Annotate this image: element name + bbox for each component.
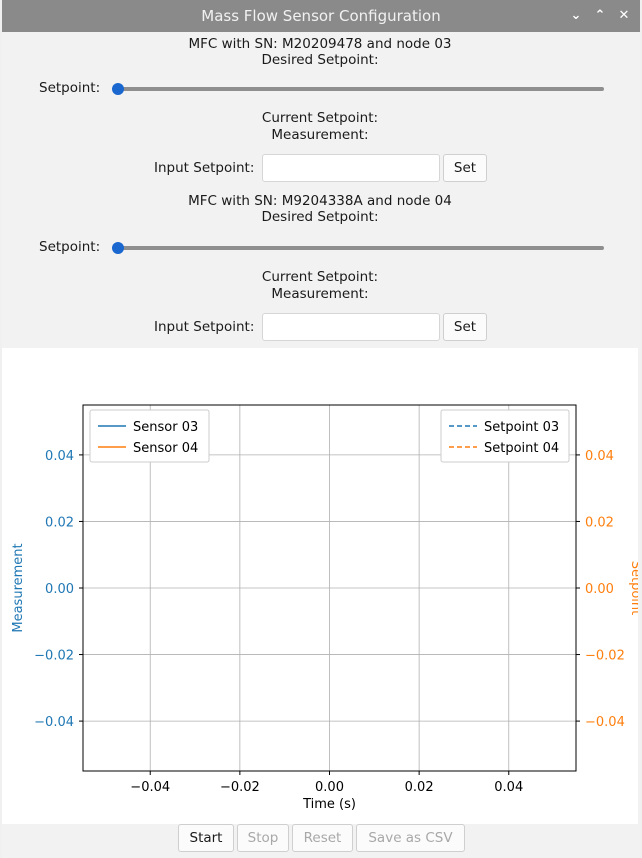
save-csv-button[interactable]: Save as CSV [356, 824, 465, 852]
y-left-tick-label: 0.02 [45, 515, 74, 530]
reset-button[interactable]: Reset [292, 824, 353, 852]
y-right-tick-label: −0.02 [585, 649, 625, 664]
set-button[interactable]: Set [443, 313, 487, 341]
y-right-tick-label: 0.00 [585, 582, 614, 597]
mfc-panel: MFC with SN: M20209478 and node 03 Desir… [2, 32, 638, 348]
slider-label: Setpoint: [39, 239, 101, 255]
window-title: Mass Flow Sensor Configuration [201, 7, 441, 25]
y-right-tick-label: 0.02 [585, 515, 614, 530]
slider-label: Setpoint: [39, 80, 101, 96]
stop-button[interactable]: Stop [237, 824, 289, 852]
minimize-chevron-down-icon[interactable]: ⌄ [570, 8, 582, 23]
x-axis-label: Time (s) [302, 797, 356, 812]
desired-setpoint-label: Desired Setpoint: [261, 209, 379, 225]
chart: −0.04 −0.02 0.00 0.02 0.04 0.04 0.02 0.00 −0.02 −… [11, 404, 642, 812]
y-left-tick-label: 0.00 [45, 582, 74, 597]
start-button[interactable]: Start [178, 824, 234, 852]
setpoint-slider-handle[interactable] [112, 242, 124, 254]
current-setpoint-label: Current Setpoint: [261, 269, 379, 285]
y-right-axis-label: Setpoint [628, 561, 638, 616]
set-button[interactable]: Set [443, 154, 487, 182]
y-right-tick-label: 0.04 [585, 449, 614, 464]
plot-area: −0.04 −0.02 0.00 0.02 0.04 0.04 0.02 0.00 −0.02 −… [2, 348, 642, 824]
bottom-toolbar: Start Stop Reset Save as CSV [2, 824, 638, 858]
legend-entry: Sensor 03 [133, 420, 198, 435]
mfc-header: MFC with SN: M9204338A and node 04 [188, 193, 452, 209]
mfc-header: MFC with SN: M20209478 and node 03 [188, 36, 452, 52]
setpoint-slider-handle[interactable] [112, 83, 124, 95]
y-right-tick-label: −0.04 [585, 715, 625, 730]
x-tick-label: −0.04 [130, 780, 170, 795]
x-tick-label: −0.02 [220, 780, 260, 795]
legend-right [440, 409, 570, 463]
x-tick-label: 0.02 [405, 780, 434, 795]
x-tick-label: 0.00 [315, 780, 344, 795]
measurement-label: Measurement: [271, 286, 369, 302]
y-left-tick-label: −0.04 [34, 715, 74, 730]
input-setpoint-label: Input Setpoint: [154, 319, 255, 335]
legend-entry: Setpoint 03 [484, 420, 559, 435]
title-bar[interactable]: Mass Flow Sensor Configuration ⌄ ⌃ ✕ [2, 0, 640, 32]
current-setpoint-label: Current Setpoint: [261, 110, 379, 126]
y-left-tick-label: 0.04 [45, 449, 74, 464]
y-left-axis-label: Measurement [11, 543, 26, 632]
legend-entry: Sensor 04 [133, 441, 198, 456]
close-icon[interactable]: ✕ [618, 8, 630, 23]
setpoint-slider[interactable] [118, 87, 604, 91]
y-left-tick-label: −0.02 [34, 649, 74, 664]
input-setpoint-field[interactable] [262, 154, 440, 182]
maximize-chevron-up-icon[interactable]: ⌃ [594, 8, 606, 23]
legend-entry: Setpoint 04 [484, 441, 559, 456]
setpoint-slider[interactable] [118, 246, 604, 250]
x-tick-label: 0.04 [494, 780, 523, 795]
legend-left [89, 409, 210, 463]
measurement-label: Measurement: [271, 127, 369, 143]
input-setpoint-field[interactable] [262, 313, 440, 341]
desired-setpoint-label: Desired Setpoint: [261, 52, 379, 68]
input-setpoint-label: Input Setpoint: [154, 160, 255, 176]
